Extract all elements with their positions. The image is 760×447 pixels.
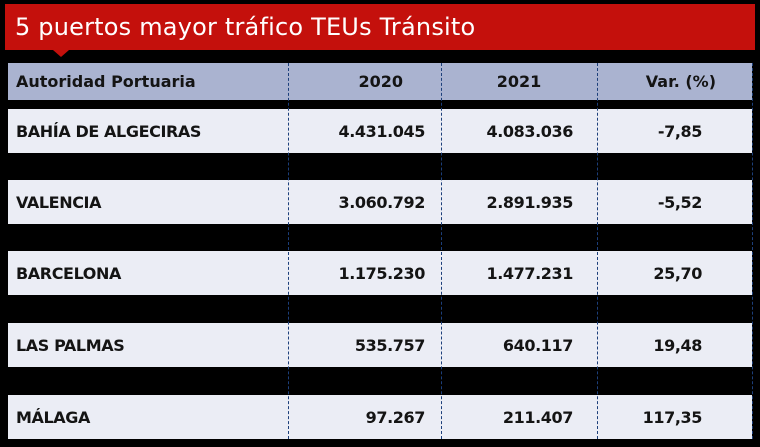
header-2020: 2020 (358, 72, 403, 91)
column-divider (288, 63, 289, 439)
teu-2021: 211.407 (502, 407, 573, 427)
port-name: LAS PALMAS (16, 335, 125, 355)
column-divider (597, 63, 598, 439)
teu-2021: 1.477.231 (486, 263, 574, 283)
table-row: BAHÍA DE ALGECIRAS 4.431.045 4.083.036 -… (8, 109, 752, 153)
table-header-row: Autoridad Portuaria 2020 2021 Var. (%) (8, 63, 752, 100)
teu-2020: 4.431.045 (338, 121, 426, 141)
teu-2020: 1.175.230 (338, 263, 426, 283)
port-name: VALENCIA (16, 192, 102, 212)
teu-2021: 4.083.036 (486, 121, 574, 141)
banner-pointer-icon (53, 50, 69, 57)
port-name: MÁLAGA (16, 407, 90, 427)
column-divider (441, 63, 442, 439)
teu-2020: 3.060.792 (338, 192, 426, 212)
header-var: Var. (%) (645, 72, 716, 91)
header-2021: 2021 (496, 72, 542, 91)
table-title: 5 puertos mayor tráfico TEUs Tránsito (15, 13, 476, 41)
variation: 117,35 (642, 407, 703, 427)
column-divider (752, 63, 753, 439)
teu-2021: 2.891.935 (486, 192, 574, 212)
teu-2020: 535.757 (354, 335, 425, 355)
title-banner: 5 puertos mayor tráfico TEUs Tránsito (5, 4, 755, 50)
variation: 19,48 (653, 335, 702, 355)
teu-2021: 640.117 (502, 335, 573, 355)
variation: -7,85 (657, 121, 703, 141)
table-row: LAS PALMAS 535.757 640.117 19,48 (8, 323, 752, 367)
header-autoridad: Autoridad Portuaria (16, 72, 196, 91)
port-name: BAHÍA DE ALGECIRAS (16, 121, 202, 141)
variation: -5,52 (657, 192, 703, 212)
variation: 25,70 (653, 263, 702, 283)
port-name: BARCELONA (16, 263, 121, 283)
table-row: BARCELONA 1.175.230 1.477.231 25,70 (8, 251, 752, 295)
teu-2020: 97.267 (365, 407, 426, 427)
table-row: VALENCIA 3.060.792 2.891.935 -5,52 (8, 180, 752, 224)
table-row: MÁLAGA 97.267 211.407 117,35 (8, 395, 752, 439)
